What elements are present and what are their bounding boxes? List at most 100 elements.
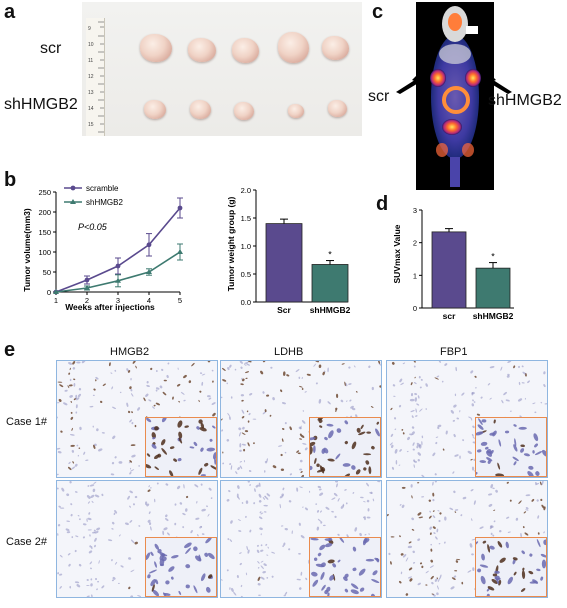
ruler-label: 11 (88, 58, 93, 64)
y-tick-label: 0.5 (241, 270, 251, 279)
tumor-scr-1 (140, 34, 172, 62)
y-axis-label: SUVmax Value (392, 224, 402, 283)
data-point (53, 289, 59, 294)
panel-letter-c: c (372, 1, 384, 23)
magnified-inset (309, 417, 381, 477)
legend-entry-shHMGB2: shHMGB2 (86, 198, 123, 207)
magnified-inset (309, 537, 381, 597)
row-label-case2: Case 2# (6, 536, 47, 548)
y-axis-label: Tumor weight group (g) (226, 196, 236, 291)
x-tick-label: 5 (178, 296, 182, 305)
data-point (84, 277, 90, 283)
y-tick-label: 50 (43, 268, 51, 277)
pet-scan-svg (430, 6, 481, 187)
bar-scr (265, 223, 303, 303)
legend-marker (70, 199, 76, 204)
data-point (177, 249, 183, 254)
inset-texture (310, 418, 380, 476)
tumor-scr-3 (232, 38, 259, 63)
label-shHMGB2-c: shHMGB2 (488, 92, 562, 109)
data-point (177, 205, 183, 211)
x-tick-label: 2 (85, 296, 89, 305)
tumor-volume-chart: 0 50 100 150 200 250 1 2 3 4 5 scramble shHMGB2 P<0… (22, 184, 183, 312)
category-label: Scr (277, 305, 291, 315)
y-tick-label: 0.0 (241, 298, 251, 307)
significance-marker: * (328, 250, 332, 260)
y-tick-label: 1 (413, 271, 417, 280)
y-tick-label: 3 (413, 206, 417, 215)
arrow-shHMGB2 (486, 74, 512, 94)
suvmax-chart: 0 1 2 3 scr shHMGB2 * SUVmax Value (392, 206, 514, 321)
y-tick-label: 2.0 (241, 186, 251, 195)
x-axis-label: Weeks after injections (65, 302, 155, 312)
pet-ct-image (416, 2, 494, 190)
y-tick-label: 0 (413, 304, 417, 313)
x-tick-label: 4 (147, 296, 151, 305)
panel-letter-b: b (4, 169, 17, 191)
magnified-inset (145, 417, 217, 477)
ruler-label: 10 (88, 42, 94, 48)
tumor-sh-3 (234, 102, 254, 120)
ihc-panel-ldhb-case1 (220, 360, 382, 478)
tumor-scr-2 (188, 38, 216, 62)
y-tick-label: 0 (47, 288, 51, 297)
magnified-inset (475, 537, 547, 597)
y-axis-label: Tumor volume(mm3) (22, 208, 32, 292)
y-tick-label: 2 (413, 239, 417, 248)
ihc-panel-hmgb2-case2 (56, 480, 218, 598)
ruler-label: 14 (88, 106, 94, 112)
category-label: shHMGB2 (473, 311, 514, 321)
inset-texture (146, 538, 215, 596)
panel-letter-d: d (376, 193, 389, 215)
inset-texture (476, 418, 546, 476)
data-point (115, 277, 121, 283)
tumor-sh-1 (144, 100, 166, 119)
y-tick-label: 250 (38, 188, 51, 197)
tumor-scr-4 (278, 32, 309, 63)
x-tick-label: 3 (116, 296, 120, 305)
data-point (115, 263, 121, 269)
ruler-label: 13 (88, 90, 94, 96)
category-label: scr (443, 311, 456, 321)
legend-marker (70, 185, 76, 191)
tumor-sh-2 (190, 100, 211, 119)
tumor-scr-5 (322, 36, 349, 60)
ruler-label: 9 (88, 26, 91, 32)
panel-letter-a: a (4, 1, 16, 23)
row-label-case1: Case 1# (6, 416, 47, 428)
label-shHMGB2-a: shHMGB2 (4, 96, 78, 113)
y-tick-label: 1.0 (241, 242, 251, 251)
tumor-sh-4 (288, 104, 304, 118)
magnified-inset (475, 417, 547, 477)
bar-shhmgb2 (475, 267, 511, 309)
ihc-panel-hmgb2-case1 (56, 360, 218, 478)
inset-texture (476, 539, 546, 596)
data-point (146, 242, 152, 248)
tumor-photo: 9 10 11 12 13 14 15 (82, 2, 362, 136)
panel-letter-e: e (4, 339, 16, 361)
y-tick-label: 150 (38, 228, 51, 237)
x-tick-label: 1 (54, 296, 58, 305)
ruler-ticks: 9 10 11 12 13 14 15 (88, 21, 104, 133)
inset-texture (146, 418, 216, 476)
bar-shhmgb2 (311, 264, 349, 303)
data-point (84, 285, 90, 290)
column-header-hmgb2: HMGB2 (110, 346, 150, 358)
y-tick-label: 200 (38, 208, 51, 217)
y-tick-label: 1.5 (241, 214, 251, 223)
tumor-sh-5 (328, 100, 347, 117)
label-scr-c: scr (368, 88, 390, 105)
label-scr-a: scr (40, 40, 62, 57)
ihc-panel-fbp1-case2 (386, 480, 548, 598)
ruler: 9 10 11 12 13 14 15 (86, 18, 105, 136)
category-label: shHMGB2 (310, 305, 351, 315)
legend-entry-scramble: scramble (86, 184, 119, 193)
magnified-inset (145, 537, 217, 597)
ihc-panel-fbp1-case1 (386, 360, 548, 478)
ruler-label: 12 (88, 74, 94, 80)
tumor-weight-chart: 0.0 0.5 1.0 1.5 2.0 Scr shHMGB2 * Tumor weight… (226, 186, 351, 315)
bar-scr (431, 231, 467, 309)
p-value-annotation: P<0.05 (78, 222, 108, 232)
significance-marker: * (491, 252, 495, 262)
column-header-fbp1: FBP1 (440, 346, 468, 358)
